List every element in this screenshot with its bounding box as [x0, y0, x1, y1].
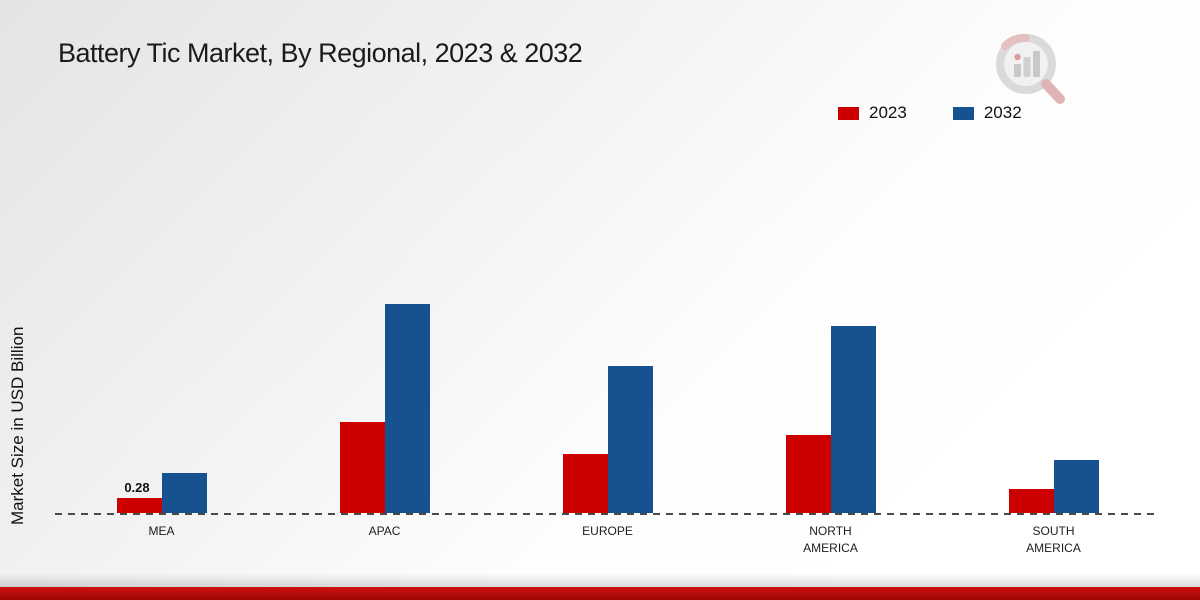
- x-axis-category-label: MEA: [148, 524, 175, 538]
- x-axis-category-label: APAC: [368, 524, 401, 538]
- legend-item-2032: 2032: [952, 103, 1022, 123]
- bar-group-mea: 0.28 MEA: [116, 472, 207, 538]
- x-axis-baseline: [55, 513, 1160, 515]
- chart-title: Battery Tic Market, By Regional, 2023 & …: [58, 38, 583, 68]
- legend-label-2023: 2023: [869, 103, 907, 122]
- bar-group-europe: EUROPE: [562, 365, 653, 538]
- bottom-shadow-band: [0, 573, 1200, 587]
- legend-swatch: [952, 106, 974, 120]
- bar-2032-europe: [607, 365, 653, 513]
- bar-group-north-america: NORTH AMERICA: [785, 325, 876, 555]
- brand-logo-icon: [990, 26, 1070, 113]
- bar-2023-mea: 0.28: [116, 480, 162, 513]
- legend-label-2032: 2032: [983, 103, 1022, 122]
- bar-2032-north-america: [830, 325, 876, 513]
- legend-item-2023: 2023: [838, 103, 907, 123]
- bar-2032-mea: [161, 472, 207, 513]
- bar-2023-south-america: [1008, 488, 1054, 513]
- bar-2023-north-america: [785, 435, 831, 513]
- bar-2023-apac: [339, 422, 385, 513]
- plot-area: 0.28 MEA APAC EUROPE NORTH AMERICA SOUTH AMER…: [50, 140, 1165, 555]
- bar-2023-europe: [562, 454, 608, 513]
- bar-2032-apac: [384, 304, 430, 513]
- legend: 2023 2032: [838, 103, 1022, 123]
- x-axis-category-label: NORTH AMERICA: [803, 524, 858, 555]
- bar-2032-south-america: [1053, 459, 1099, 513]
- x-axis-category-label: EUROPE: [582, 524, 633, 538]
- bottom-red-strip: [0, 587, 1200, 600]
- bar-group-south-america: SOUTH AMERICA: [1008, 459, 1099, 555]
- y-axis-title: Market Size in USD Billion: [8, 326, 27, 525]
- legend-swatch: [838, 106, 859, 120]
- x-axis-category-label: SOUTH AMERICA: [1026, 524, 1081, 555]
- bar-value-label: 0.28: [124, 480, 150, 495]
- bar-group-apac: APAC: [339, 304, 430, 538]
- bar-groups: 0.28 MEA APAC EUROPE NORTH AMERICA SOUTH AMER…: [50, 140, 1165, 555]
